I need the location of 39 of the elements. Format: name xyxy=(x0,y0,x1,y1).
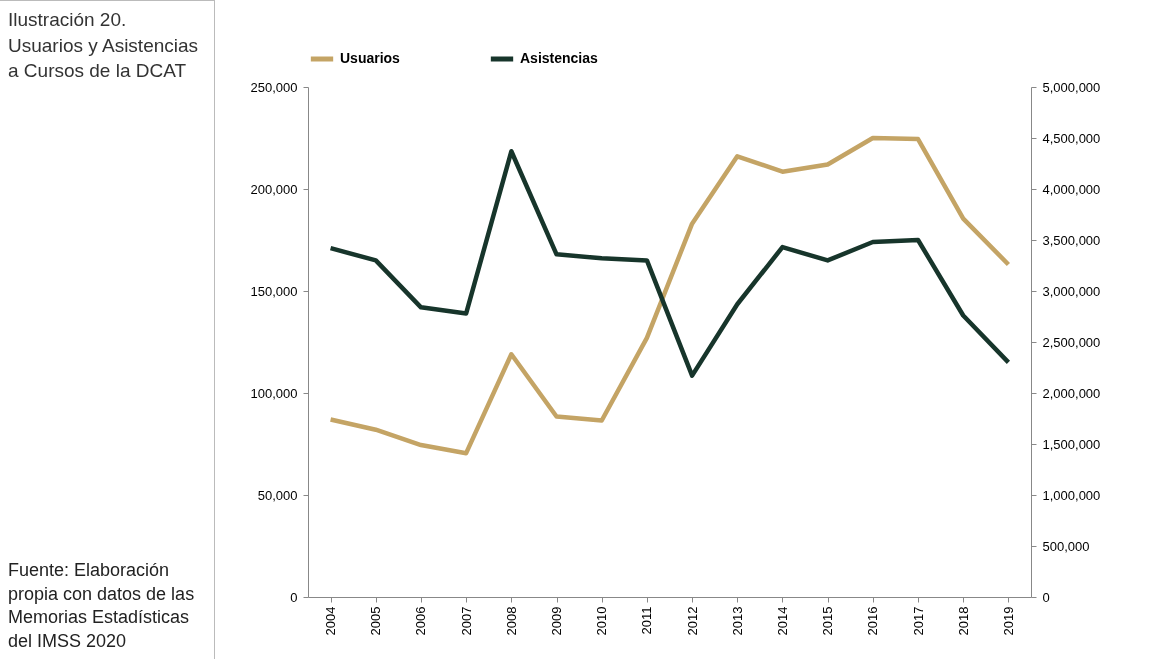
y2-tick-label: 1,500,000 xyxy=(1042,436,1101,452)
source-note: Fuente: Elaboración propia con datos de las Memorias Estadísticas del IMSS 2020 xyxy=(8,559,196,653)
y2-tick-label: 3,000,000 xyxy=(1042,283,1101,299)
x-tick-label: 2011 xyxy=(639,606,655,635)
x-tick-label: 2014 xyxy=(775,606,791,636)
y2-tick-label: 2,000,000 xyxy=(1042,385,1101,401)
line-series xyxy=(328,135,1011,456)
x-tick-label: 2009 xyxy=(549,606,565,636)
y2-tick-label: 4,500,000 xyxy=(1042,130,1101,146)
y2-tick-label: 2,500,000 xyxy=(1042,334,1101,350)
y2-tick-label: 4,000,000 xyxy=(1042,181,1101,197)
y-tick-label: 0 xyxy=(290,589,298,605)
x-tick-label: 2007 xyxy=(458,606,474,636)
x-tick-label: 2019 xyxy=(1001,606,1017,636)
y2-tick-label: 5,000,000 xyxy=(1042,79,1101,95)
x-tick-label: 2018 xyxy=(955,606,971,636)
x-tick-label: 2016 xyxy=(865,606,881,636)
legend-label: Usuarios xyxy=(340,50,401,66)
legend-label: Asistencias xyxy=(520,50,599,66)
y2-tick-label: 1,000,000 xyxy=(1042,487,1101,503)
y-tick-label: 50,000 xyxy=(257,487,298,503)
text: Ilustración 20. Usuarios y Asistencias a Cursos de la DCAT xyxy=(8,8,200,84)
x-tick-label: 2006 xyxy=(413,606,429,636)
y2-tick-label: 3,500,000 xyxy=(1042,232,1101,248)
x-tick-label: 2015 xyxy=(820,606,836,636)
y2-tick-label: 0 xyxy=(1042,589,1050,605)
y-tick-label: 250,000 xyxy=(250,79,298,95)
x-tick-label: 2017 xyxy=(910,606,926,636)
x-tick-label: 2008 xyxy=(503,606,519,636)
x-tick-label: 2004 xyxy=(323,606,339,636)
line-series xyxy=(328,149,1011,378)
y-tick-label: 200,000 xyxy=(250,181,298,197)
x-tick-label: 2012 xyxy=(684,606,700,636)
y2-tick-label: 500,000 xyxy=(1042,538,1090,554)
x-tick-label: 2005 xyxy=(368,606,384,636)
y-tick-label: 100,000 xyxy=(250,385,298,401)
y-tick-label: 150,000 xyxy=(250,283,298,299)
x-tick-label: 2013 xyxy=(729,606,745,636)
x-tick-label: 2010 xyxy=(594,606,610,636)
